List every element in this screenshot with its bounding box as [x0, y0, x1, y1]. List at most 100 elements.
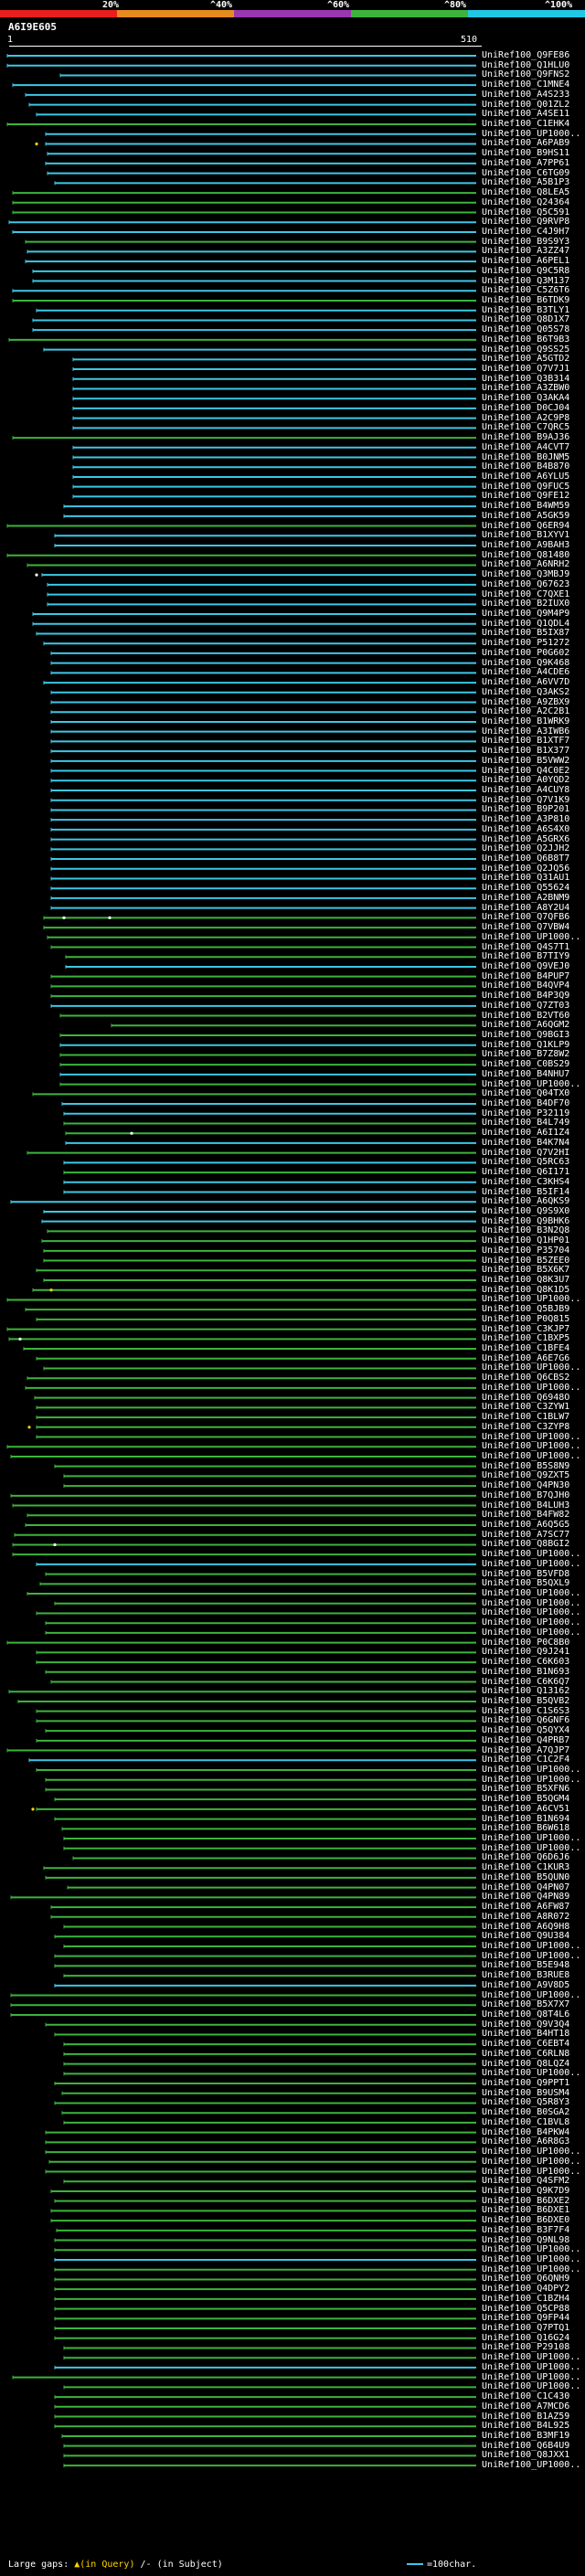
hit-label[interactable]: UniRef100_A4CVT7: [482, 441, 570, 452]
hit-label[interactable]: UniRef100_Q5QYX4: [482, 1725, 570, 1736]
hit-label[interactable]: UniRef100_A5GTD2: [482, 354, 570, 365]
hit-label[interactable]: UniRef100_A5GK59: [482, 510, 570, 521]
hit-label[interactable]: UniRef100_A7SC77: [482, 1529, 570, 1540]
hit-label[interactable]: UniRef100_B4PKW4: [482, 2126, 570, 2137]
hit-label[interactable]: UniRef100_Q7ZT03: [482, 1000, 570, 1011]
hit-label[interactable]: UniRef100_Q7V1K9: [482, 794, 570, 805]
hit-label[interactable]: UniRef100_Q3MBJ9: [482, 569, 570, 580]
hit-label[interactable]: UniRef100_P0C8B0: [482, 1637, 570, 1648]
hit-label[interactable]: UniRef100_B2IUX0: [482, 599, 570, 610]
hit-label[interactable]: UniRef100_Q3AKS2: [482, 686, 570, 697]
hit-label[interactable]: UniRef100_UP1000..: [482, 1950, 581, 1961]
hit-label[interactable]: UniRef100_UP1000..: [482, 1078, 581, 1089]
hit-label[interactable]: UniRef100_Q9K468: [482, 657, 570, 668]
hit-label[interactable]: UniRef100_Q6ER94: [482, 520, 570, 531]
hit-label[interactable]: UniRef100_UP1000..: [482, 1431, 581, 1442]
hit-label[interactable]: UniRef100_A6R8G3: [482, 2136, 570, 2147]
hit-label[interactable]: UniRef100_Q5BJB9: [482, 1304, 570, 1315]
hit-label[interactable]: UniRef100_UP1000..: [482, 1597, 581, 1608]
hit-label[interactable]: UniRef100_Q9RVP8: [482, 217, 570, 228]
hit-label[interactable]: UniRef100_C3KHS4: [482, 1176, 570, 1187]
hit-label[interactable]: UniRef100_Q7V7J1: [482, 364, 570, 375]
hit-label[interactable]: UniRef100_B5S8N9: [482, 1460, 570, 1471]
hit-label[interactable]: UniRef100_A8R072: [482, 1911, 570, 1922]
hit-label[interactable]: UniRef100_D0CJ04: [482, 402, 570, 413]
hit-label[interactable]: UniRef100_C6K603: [482, 1657, 570, 1668]
hit-label[interactable]: UniRef100_Q5CP88: [482, 2303, 570, 2314]
hit-label[interactable]: UniRef100_Q7PTQ1: [482, 2323, 570, 2334]
hit-label[interactable]: UniRef100_A7MCD6: [482, 2401, 570, 2412]
hit-label[interactable]: UniRef100_Q55624: [482, 883, 570, 894]
hit-label[interactable]: UniRef100_UP1000..: [482, 2156, 581, 2167]
hit-label[interactable]: UniRef100_UP1000..: [482, 1558, 581, 1569]
hit-label[interactable]: UniRef100_Q7V2HI: [482, 1147, 570, 1158]
hit-label[interactable]: UniRef100_Q9FE86: [482, 50, 570, 60]
hit-label[interactable]: UniRef100_P29108: [482, 2342, 570, 2353]
hit-label[interactable]: UniRef100_B7TIY9: [482, 951, 570, 962]
hit-label[interactable]: UniRef100_A7PP61: [482, 157, 570, 168]
hit-label[interactable]: UniRef100_A4SE11: [482, 109, 570, 120]
hit-label[interactable]: UniRef100_A2C2B1: [482, 706, 570, 717]
hit-label[interactable]: UniRef100_UP1000..: [482, 1362, 581, 1373]
hit-label[interactable]: UniRef100_C3ZYP8: [482, 1421, 570, 1432]
hit-label[interactable]: UniRef100_C1BZH4: [482, 2293, 570, 2304]
hit-label[interactable]: UniRef100_B1XTF7: [482, 736, 570, 747]
hit-label[interactable]: UniRef100_B4L749: [482, 1118, 570, 1129]
hit-label[interactable]: UniRef100_B7Z8W2: [482, 1049, 570, 1060]
hit-label[interactable]: UniRef100_B6DXE2: [482, 2195, 570, 2206]
hit-label[interactable]: UniRef100_Q8LQZ4: [482, 2058, 570, 2069]
hit-label[interactable]: UniRef100_A4S233: [482, 89, 570, 100]
hit-label[interactable]: UniRef100_A3ZBW0: [482, 383, 570, 394]
hit-label[interactable]: UniRef100_Q1KLP9: [482, 1039, 570, 1050]
hit-label[interactable]: UniRef100_UP1000..: [482, 2147, 581, 2157]
hit-label[interactable]: UniRef100_UP1000..: [482, 1294, 581, 1305]
hit-label[interactable]: UniRef100_A4CDE6: [482, 667, 570, 678]
hit-label[interactable]: UniRef100_A6PAB9: [482, 138, 570, 149]
hit-label[interactable]: UniRef100_B6DXE1: [482, 2205, 570, 2216]
hit-label[interactable]: UniRef100_B1WRK9: [482, 716, 570, 726]
hit-label[interactable]: UniRef100_B4FW82: [482, 1510, 570, 1521]
hit-label[interactable]: UniRef100_Q16G24: [482, 2332, 570, 2343]
hit-label[interactable]: UniRef100_Q8JXX1: [482, 2450, 570, 2461]
hit-label[interactable]: UniRef100_UP1000..: [482, 1765, 581, 1775]
hit-label[interactable]: UniRef100_Q1HP01: [482, 1235, 570, 1246]
hit-label[interactable]: UniRef100_A0YQD2: [482, 775, 570, 786]
hit-label[interactable]: UniRef100_Q6GNF6: [482, 1715, 570, 1726]
hit-label[interactable]: UniRef100_UP1000..: [482, 1842, 581, 1853]
hit-label[interactable]: UniRef100_Q9PPT1: [482, 2078, 570, 2089]
hit-label[interactable]: UniRef100_Q7QFB6: [482, 912, 570, 923]
hit-label[interactable]: UniRef100_B4LUH3: [482, 1500, 570, 1511]
hit-label[interactable]: UniRef100_B5X6K7: [482, 1265, 570, 1276]
hit-label[interactable]: UniRef100_UP1000..: [482, 1833, 581, 1844]
hit-label[interactable]: UniRef100_B5QVB2: [482, 1695, 570, 1706]
hit-label[interactable]: UniRef100_B6W618: [482, 1823, 570, 1834]
hit-label[interactable]: UniRef100_Q9BGI3: [482, 1030, 570, 1040]
hit-label[interactable]: UniRef100_Q4PRB7: [482, 1734, 570, 1745]
hit-label[interactable]: UniRef100_Q9V3Q4: [482, 2019, 570, 2030]
hit-label[interactable]: UniRef100_Q04TX0: [482, 1088, 570, 1099]
hit-label[interactable]: UniRef100_Q9FNS2: [482, 69, 570, 80]
hit-label[interactable]: UniRef100_C1BFE4: [482, 1343, 570, 1354]
hit-label[interactable]: UniRef100_Q4SFM2: [482, 2176, 570, 2187]
hit-label[interactable]: UniRef100_B5IF14: [482, 1186, 570, 1197]
hit-label[interactable]: UniRef100_C1C2F4: [482, 1754, 570, 1765]
hit-label[interactable]: UniRef100_B4QVP4: [482, 981, 570, 991]
hit-label[interactable]: UniRef100_B3TLY1: [482, 304, 570, 315]
hit-label[interactable]: UniRef100_Q4PN89: [482, 1892, 570, 1903]
hit-label[interactable]: UniRef100_A6PEL1: [482, 256, 570, 267]
hit-label[interactable]: UniRef100_C1BLW7: [482, 1412, 570, 1423]
hit-label[interactable]: UniRef100_Q9J241: [482, 1647, 570, 1658]
hit-label[interactable]: UniRef100_UP1000..: [482, 1441, 581, 1452]
hit-label[interactable]: UniRef100_UP1000..: [482, 2460, 581, 2471]
hit-label[interactable]: UniRef100_B9S9Y3: [482, 236, 570, 247]
hit-label[interactable]: UniRef100_Q6QNH9: [482, 2274, 570, 2284]
hit-label[interactable]: UniRef100_B4HT18: [482, 2029, 570, 2040]
hit-label[interactable]: UniRef100_C3ZYW1: [482, 1402, 570, 1413]
hit-label[interactable]: UniRef100_B5X7X7: [482, 1999, 570, 2010]
hit-label[interactable]: UniRef100_Q05S78: [482, 324, 570, 335]
hit-label[interactable]: UniRef100_C6EBT4: [482, 2039, 570, 2050]
hit-label[interactable]: UniRef100_B5QGM4: [482, 1794, 570, 1805]
hit-label[interactable]: UniRef100_UP1000..: [482, 2244, 581, 2255]
hit-label[interactable]: UniRef100_UP1000..: [482, 1940, 581, 1951]
hit-label[interactable]: UniRef100_B4L925: [482, 2421, 570, 2432]
